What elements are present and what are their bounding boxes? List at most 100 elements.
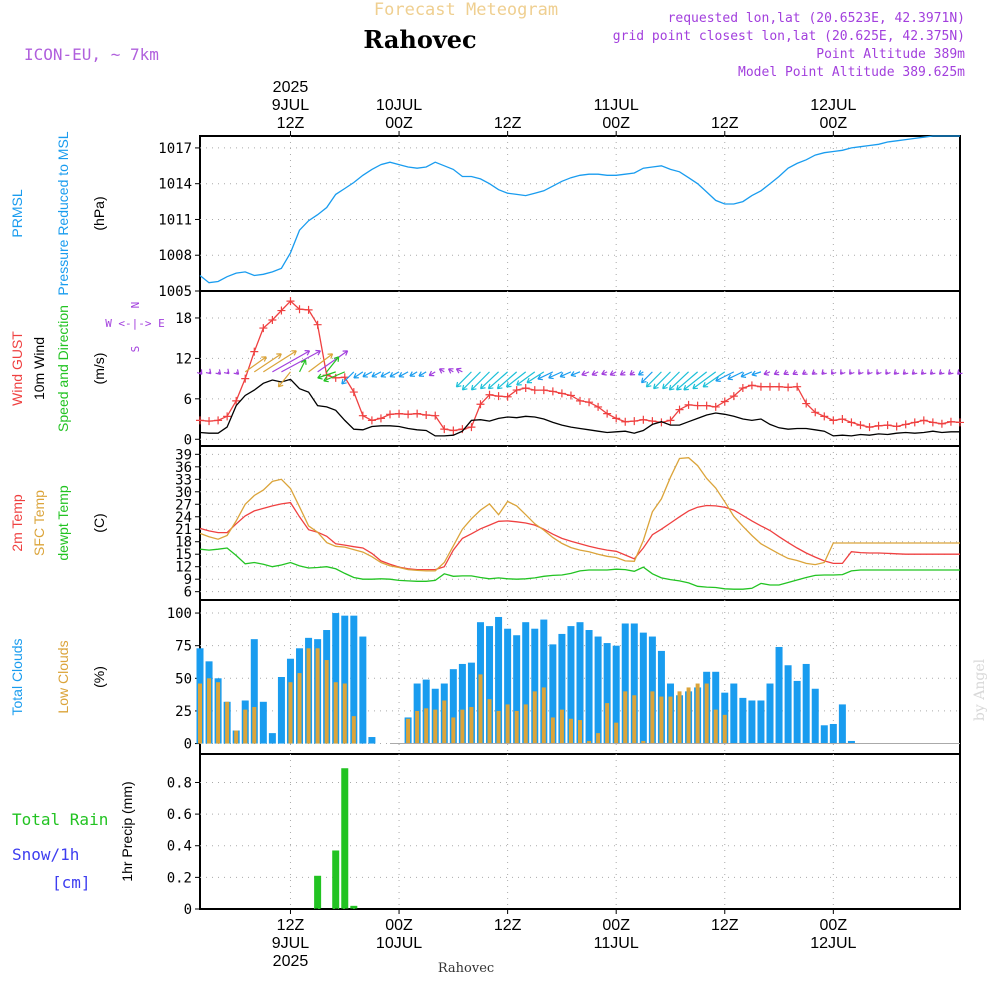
gust-marker xyxy=(467,423,476,432)
bar xyxy=(486,626,494,744)
bar xyxy=(668,696,673,744)
gust-marker xyxy=(675,405,684,414)
wind-arrow xyxy=(272,350,310,373)
panel-frame xyxy=(199,445,961,601)
gust-marker xyxy=(214,416,223,425)
gust-marker xyxy=(557,389,566,398)
gust-marker xyxy=(666,416,675,425)
time-tick-label: 12Z xyxy=(277,917,305,934)
bar xyxy=(594,636,602,744)
gust-marker xyxy=(802,399,811,408)
y-tick-label: 24 xyxy=(175,510,192,526)
gust-marker xyxy=(521,384,530,393)
wind-arrow xyxy=(641,371,653,384)
axis-label: (%) xyxy=(91,666,107,688)
axis-label: PRMSL xyxy=(9,189,25,237)
gust-marker xyxy=(367,416,376,425)
gust-marker xyxy=(874,421,883,430)
wind-arrow-head xyxy=(438,368,445,374)
y-tick-label: 0 xyxy=(184,902,192,918)
wind-arrow xyxy=(497,371,518,390)
wind-arrow xyxy=(516,371,536,386)
gust-marker xyxy=(901,420,910,429)
wind-arrow xyxy=(683,371,708,391)
bar xyxy=(650,691,655,744)
y-tick-label: 1005 xyxy=(158,284,192,300)
bar xyxy=(451,717,456,744)
bar xyxy=(802,663,810,744)
wind-arrow xyxy=(323,371,345,382)
wind-arrow xyxy=(727,371,744,380)
axis-label: (C) xyxy=(91,513,107,532)
wind-arrow-head xyxy=(516,380,522,386)
axis-label: Total Clouds xyxy=(9,638,25,715)
y-tick-label: 27 xyxy=(175,497,192,513)
wind-arrow xyxy=(480,371,499,390)
bar xyxy=(568,718,573,744)
bar xyxy=(514,710,519,744)
bar xyxy=(695,683,700,744)
wind-arrow xyxy=(702,371,726,388)
bar xyxy=(531,628,539,744)
bar xyxy=(603,643,611,744)
bar xyxy=(306,648,311,744)
wind-arrow-head xyxy=(291,350,297,356)
wind-arrow-head xyxy=(591,370,598,376)
wind-arrow-head xyxy=(629,370,636,376)
gust-marker xyxy=(621,417,630,426)
wind-arrow-head xyxy=(821,369,827,375)
gust-marker xyxy=(883,421,892,430)
y-tick-label: 15 xyxy=(175,547,192,563)
wind-arrow xyxy=(253,353,282,373)
bar xyxy=(268,733,276,744)
wind-arrow-head xyxy=(341,378,347,385)
wind-arrow xyxy=(559,371,572,378)
wind-arrow xyxy=(471,371,490,391)
bar xyxy=(252,707,257,744)
precip-legend-label: [cm] xyxy=(52,873,91,892)
bar xyxy=(333,682,338,744)
wind-arrow-head xyxy=(317,373,323,380)
wind-arrow-head xyxy=(668,384,675,391)
wind-arrow-head xyxy=(763,369,770,376)
gust-marker xyxy=(404,410,413,419)
axis-label: (hPa) xyxy=(91,196,107,230)
meteogram-panels: 1005 1008 1011 1014 1017 PRMSL Pressure Reduce… xyxy=(9,79,964,970)
bar xyxy=(478,674,483,744)
gust-marker xyxy=(711,402,720,411)
series-line xyxy=(199,300,961,432)
wind-arrow-head xyxy=(233,369,240,375)
wind-arrow-head xyxy=(362,372,368,378)
time-tick-label: 00Z xyxy=(820,115,848,132)
wind-arrow-head xyxy=(581,370,587,377)
wind-arrow xyxy=(653,371,671,390)
gust-marker xyxy=(738,384,747,393)
gust-marker xyxy=(603,409,612,418)
wind-arrow-head xyxy=(601,369,607,376)
y-tick-label: 21 xyxy=(175,522,192,538)
y-tick-label: 9 xyxy=(184,572,192,588)
wind-arrow xyxy=(281,350,321,373)
wind-arrow xyxy=(740,371,753,378)
wind-arrow-head xyxy=(205,368,212,375)
bar xyxy=(250,639,258,744)
wind-arrow xyxy=(662,371,680,390)
bar xyxy=(350,905,358,909)
wind-arrow xyxy=(506,371,527,388)
y-tick-label: 50 xyxy=(175,671,192,687)
wind-arrow xyxy=(751,371,762,376)
panel-clouds: 0 25 50 75 100 Total Clouds Low Clouds (%) xyxy=(9,599,961,755)
wind-arrow xyxy=(581,371,590,376)
y-tick-label: 25 xyxy=(175,704,192,720)
time-tick-label: 11JUL xyxy=(594,935,639,952)
bar xyxy=(576,622,584,744)
bar xyxy=(704,683,709,744)
bar xyxy=(198,683,202,744)
bar xyxy=(315,648,320,744)
time-tick-label: 00Z xyxy=(602,917,630,934)
bar xyxy=(632,695,637,744)
wind-arrow-head xyxy=(196,369,203,375)
wind-arrow-head xyxy=(496,383,503,390)
bar xyxy=(766,683,774,744)
